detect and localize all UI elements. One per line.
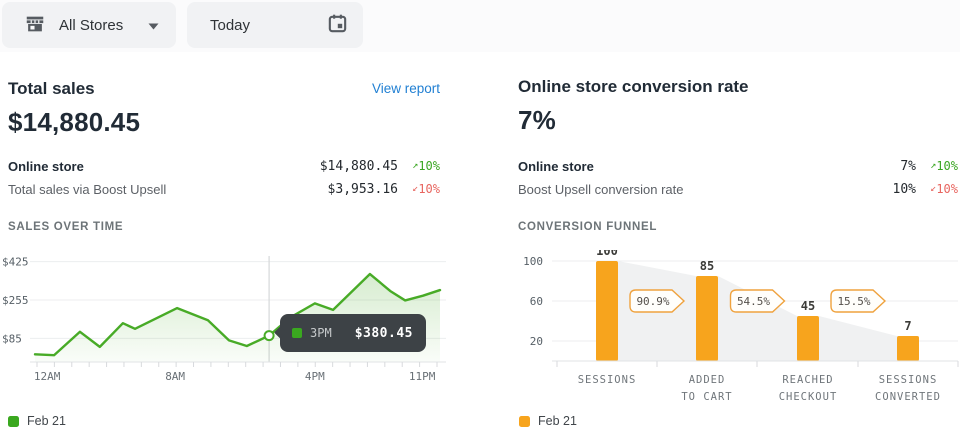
- x-axis-label: 4PM: [305, 370, 325, 383]
- store-icon: [24, 13, 46, 38]
- svg-text:15.5%: 15.5%: [837, 295, 870, 308]
- y-axis-label: $85: [2, 332, 22, 345]
- conversion-rate-title: Online store conversion rate: [518, 77, 749, 96]
- arrow-down-icon: ↙: [930, 183, 937, 194]
- row-label: Boost Upsell conversion rate: [518, 181, 684, 197]
- arrow-down-icon: ↙: [412, 183, 419, 194]
- x-axis-label: 8AM: [165, 370, 185, 383]
- total-sales-title: Total sales: [8, 79, 95, 98]
- chart-tooltip: 3PM $380.45: [280, 314, 426, 352]
- sales-row-online-store: Online store $14,880.45 ↗10%: [8, 156, 440, 176]
- legend-swatch: [519, 415, 530, 427]
- tooltip-series-swatch: [292, 328, 302, 338]
- bar-value-label: 7: [904, 319, 911, 333]
- legend-label: Feb 21: [538, 414, 577, 428]
- arrow-up-icon: ↗: [412, 160, 419, 171]
- funnel-category-label: REACHED: [782, 374, 833, 386]
- row-value: $3,953.16: [327, 181, 398, 197]
- funnel-category-label: SESSIONS: [879, 374, 938, 386]
- row-label: Online store: [8, 158, 84, 174]
- tooltip-value: $380.45: [354, 325, 413, 341]
- sales-over-time-heading: SALES OVER TIME: [8, 221, 124, 233]
- funnel-legend: Feb 21: [519, 414, 577, 428]
- store-selector-label: All Stores: [59, 16, 124, 34]
- sales-legend: Feb 21: [8, 414, 66, 428]
- funnel-category-label: CONVERTED: [875, 391, 941, 403]
- conv-row-online-store: Online store 7% ↗10%: [518, 156, 958, 176]
- conversion-rate-metric: 7%: [518, 105, 556, 135]
- funnel-category-label: SESSIONS: [578, 374, 637, 386]
- x-axis-label: 11PM: [409, 370, 436, 383]
- row-delta: ↙10%: [412, 182, 440, 196]
- funnel-category-label: ADDED: [689, 374, 726, 386]
- row-value: 7%: [900, 158, 916, 174]
- conversion-badge: 15.5%: [830, 289, 887, 313]
- row-label: Total sales via Boost Upsell: [8, 181, 167, 197]
- funnel-category-label: TO CART: [681, 391, 732, 403]
- date-selector-label: Today: [210, 16, 251, 34]
- arrow-up-icon: ↗: [930, 160, 937, 171]
- row-value: $14,880.45: [319, 158, 398, 174]
- chevron-down-icon: [148, 18, 159, 33]
- y-axis-label: 60: [530, 295, 543, 308]
- conversion-badge: 54.5%: [729, 289, 786, 313]
- bar-value-label: 45: [801, 299, 815, 313]
- y-axis-label: $255: [2, 294, 29, 307]
- funnel-bar: [797, 316, 819, 361]
- funnel-bar: [696, 276, 718, 361]
- calendar-icon: [326, 12, 349, 38]
- row-delta: ↗10%: [930, 159, 958, 173]
- y-axis-label: 20: [530, 335, 543, 348]
- funnel-category-label: CHECKOUT: [779, 391, 838, 403]
- view-report-link[interactable]: View report: [371, 81, 440, 96]
- funnel-bar: [596, 261, 618, 361]
- y-axis-label: $425: [2, 256, 29, 269]
- svg-text:90.9%: 90.9%: [636, 295, 669, 308]
- tooltip-time: 3PM: [310, 326, 332, 340]
- bar-value-label: 85: [700, 259, 714, 273]
- hover-marker: [263, 330, 275, 342]
- date-selector[interactable]: Today: [187, 2, 363, 48]
- store-selector[interactable]: All Stores: [2, 2, 176, 48]
- topbar: All Stores Today: [0, 0, 960, 52]
- y-axis-label: 100: [523, 255, 543, 268]
- bar-value-label: 100: [596, 250, 618, 258]
- funnel-bar: [897, 336, 919, 361]
- row-delta: ↙10%: [930, 182, 958, 196]
- row-label: Online store: [518, 158, 594, 174]
- total-sales-metric: $14,880.45: [8, 107, 141, 137]
- conv-row-boost-upsell: Boost Upsell conversion rate 10% ↙10%: [518, 179, 958, 199]
- conversion-funnel-chart[interactable]: 100 60 20 100 85 45 7 90.9% 54.5% 15.5% SESSIONS AD…: [505, 250, 960, 410]
- row-delta: ↗10%: [412, 159, 440, 173]
- legend-swatch: [8, 415, 19, 427]
- sales-row-boost-upsell: Total sales via Boost Upsell $3,953.16 ↙…: [8, 179, 440, 199]
- svg-text:54.5%: 54.5%: [737, 295, 770, 308]
- x-axis-label: 12AM: [34, 370, 61, 383]
- conversion-funnel-heading: CONVERSION FUNNEL: [518, 221, 658, 233]
- legend-label: Feb 21: [27, 414, 66, 428]
- conversion-badge: 90.9%: [629, 289, 686, 313]
- row-value: 10%: [892, 181, 916, 197]
- sales-line: [33, 272, 442, 357]
